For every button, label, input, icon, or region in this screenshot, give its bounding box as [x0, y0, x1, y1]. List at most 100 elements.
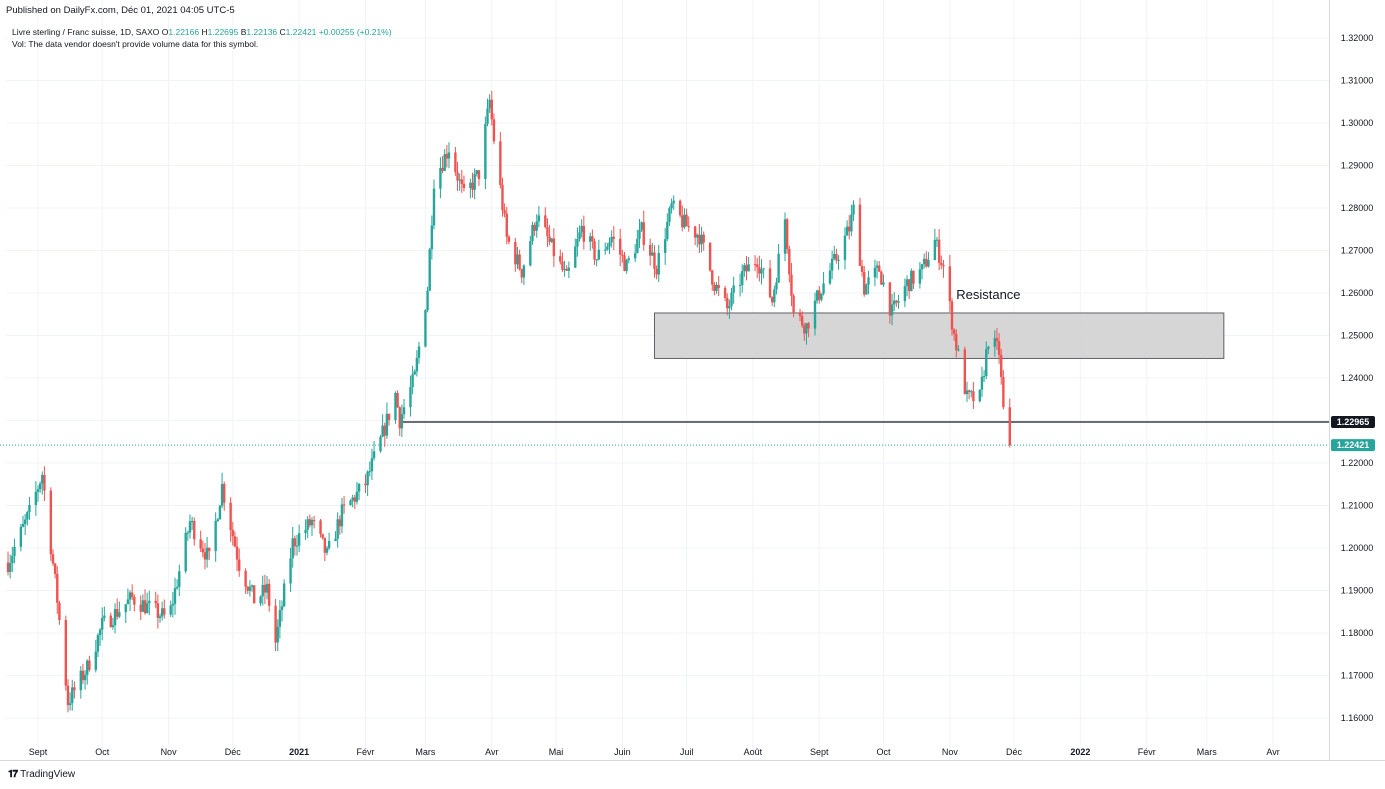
candle: [723, 285, 727, 302]
candle: [124, 604, 127, 624]
candle: [244, 568, 247, 594]
candle: [520, 268, 523, 284]
candle: [700, 226, 703, 253]
candle: [937, 229, 941, 271]
candle: [402, 398, 406, 419]
candle: [850, 204, 853, 237]
candle: [815, 289, 819, 304]
high-value: 1.22695: [207, 27, 239, 37]
candle: [321, 533, 324, 540]
candle: [430, 215, 434, 260]
candle: [190, 516, 194, 531]
candle: [353, 494, 356, 510]
y-tick-label: 1.21000: [1341, 501, 1374, 511]
resistance-zone[interactable]: [653, 312, 1225, 359]
candle: [312, 515, 316, 529]
candle: [663, 228, 667, 265]
candle: [942, 259, 945, 278]
candle: [982, 370, 986, 382]
symbol-label[interactable]: Livre sterling / Franc suisse, 1D, SAXO: [12, 27, 160, 37]
candle: [548, 224, 551, 246]
candle: [415, 350, 419, 377]
candle: [364, 474, 367, 494]
candle: [621, 249, 624, 263]
candle: [653, 245, 656, 278]
candle: [507, 234, 511, 245]
candle: [469, 178, 472, 199]
candle: [813, 292, 817, 336]
candle: [576, 227, 579, 257]
candle: [535, 214, 538, 238]
candle: [972, 382, 975, 409]
candle: [370, 448, 374, 480]
candle: [685, 208, 688, 227]
candle: [366, 470, 369, 497]
candle: [503, 203, 506, 218]
candle: [657, 244, 660, 283]
candle: [13, 538, 16, 564]
candle: [955, 329, 958, 358]
candle: [845, 220, 849, 236]
candle: [336, 512, 339, 548]
x-tick-label: Août: [744, 747, 763, 757]
candle: [805, 322, 808, 345]
candle: [66, 679, 70, 713]
time-axis[interactable]: Sept Oct Nov Déc 2021 Févr Mars Avr Mai Juin Juil A…: [29, 747, 1280, 757]
candle: [597, 239, 601, 261]
candle: [184, 527, 187, 574]
candle: [910, 268, 913, 292]
candle: [278, 600, 282, 639]
x-tick-label: Sept: [810, 747, 829, 757]
candle: [310, 517, 314, 536]
candle: [593, 238, 596, 265]
candle: [935, 236, 939, 248]
price-axis[interactable]: 1.32000 1.31000 1.30000 1.29000 1.28000 1.270…: [1341, 33, 1374, 723]
candle: [79, 666, 83, 699]
candle: [8, 554, 12, 579]
candle: [852, 200, 855, 221]
candle: [201, 540, 205, 558]
candle: [837, 255, 840, 270]
y-tick-label: 1.17000: [1341, 671, 1374, 681]
candle: [783, 212, 787, 262]
chart-legend: Livre sterling / Franc suisse, 1D, SAXO …: [12, 26, 392, 50]
candle: [81, 663, 85, 685]
candle: [439, 157, 442, 199]
candle: [58, 600, 61, 625]
candle: [86, 659, 89, 685]
level-price-badge: 1.22965: [1331, 415, 1375, 428]
candle: [563, 260, 566, 277]
candle: [23, 513, 27, 535]
candle: [385, 402, 389, 439]
candle: [758, 255, 761, 282]
candle: [340, 497, 344, 534]
candle: [319, 518, 322, 538]
candle: [203, 543, 207, 570]
candle: [252, 585, 256, 604]
candle: [304, 519, 307, 540]
candle: [280, 600, 284, 622]
candle: [349, 499, 352, 506]
candle: [1008, 398, 1011, 448]
candle: [940, 255, 943, 270]
x-tick-label: Mars: [415, 747, 435, 757]
candle: [565, 265, 568, 272]
candle: [267, 579, 271, 612]
candle: [760, 259, 763, 285]
candle: [88, 655, 91, 672]
candle: [905, 275, 909, 297]
x-tick-label: Févr: [356, 747, 374, 757]
candle: [199, 530, 202, 553]
candle: [995, 328, 999, 350]
candle: [800, 311, 804, 328]
candle: [11, 546, 14, 573]
candle: [400, 404, 404, 438]
candle: [610, 230, 613, 248]
footer-brand[interactable]: 𝟏𝟕 TradingView: [8, 769, 75, 780]
candle: [777, 243, 780, 284]
y-tick-label: 1.18000: [1341, 628, 1374, 638]
candle: [822, 271, 825, 296]
candle: [702, 231, 705, 251]
candle: [101, 607, 104, 641]
